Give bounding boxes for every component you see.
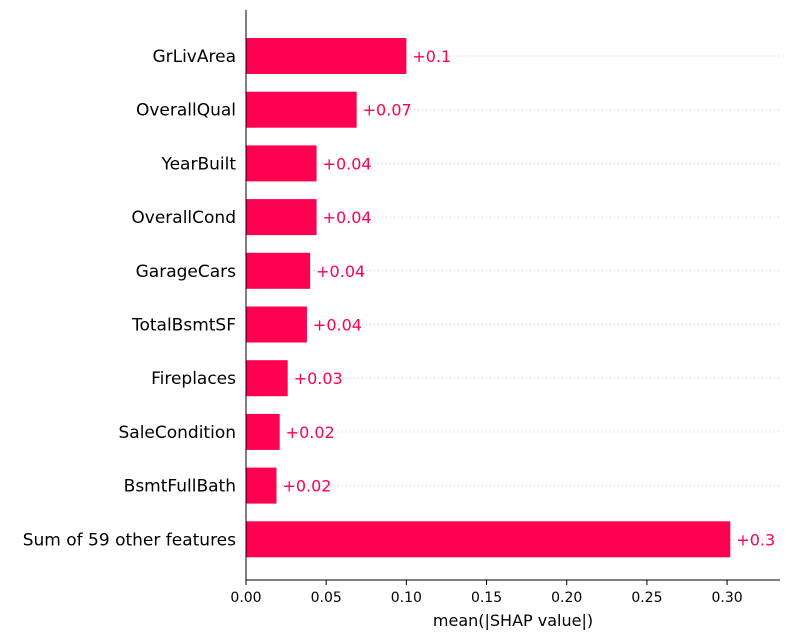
category-label: SaleCondition <box>118 423 236 443</box>
bar-value-label: +0.07 <box>363 101 412 120</box>
bars <box>246 38 731 558</box>
bar-value-label: +0.04 <box>323 208 372 227</box>
x-axis-title: mean(|SHAP value|) <box>433 611 593 630</box>
category-label: BsmtFullBath <box>124 477 236 497</box>
category-labels: GrLivArea OverallQual YearBuilt OverallCond… <box>23 47 237 550</box>
bar <box>246 199 317 236</box>
axes: 0.00 0.05 0.10 0.15 0.20 0.25 0.30 <box>230 10 780 606</box>
bar-value-label: +0.02 <box>282 477 331 496</box>
bar <box>246 467 277 504</box>
category-label: TotalBsmtSF <box>131 316 236 336</box>
bar <box>246 306 307 343</box>
category-label: OverallCond <box>131 208 236 228</box>
bar <box>246 252 311 289</box>
x-tick-label: 0.05 <box>311 590 342 606</box>
category-label: OverallQual <box>136 101 236 121</box>
x-tick-label: 0.00 <box>230 590 261 606</box>
value-labels: +0.1 +0.07 +0.04 +0.04 +0.04 +0.04 +0.03 +0.02 +… <box>282 47 775 549</box>
category-label: Fireplaces <box>151 369 236 389</box>
bar <box>246 360 288 397</box>
bar-value-label: +0.3 <box>736 530 775 549</box>
category-label: YearBuilt <box>160 154 236 174</box>
bar-value-label: +0.1 <box>412 47 451 66</box>
x-tick-label: 0.30 <box>711 590 742 606</box>
category-label: Sum of 59 other features <box>23 530 236 550</box>
category-label: GarageCars <box>136 262 237 282</box>
x-tick-label: 0.10 <box>391 590 422 606</box>
bar <box>246 413 280 450</box>
bar <box>246 521 731 558</box>
x-tick-label: 0.25 <box>631 590 662 606</box>
bar-value-label: +0.04 <box>316 262 365 281</box>
bar-value-label: +0.02 <box>286 423 335 442</box>
bar <box>246 91 357 128</box>
bar <box>246 38 407 74</box>
bar-value-label: +0.04 <box>323 154 372 173</box>
gridlines <box>246 55 780 540</box>
bar <box>246 145 317 182</box>
x-tick-label: 0.20 <box>551 590 582 606</box>
x-tick-label: 0.15 <box>471 590 502 606</box>
bar-value-label: +0.04 <box>313 316 362 335</box>
bar-value-label: +0.03 <box>294 369 343 388</box>
category-label: GrLivArea <box>152 47 236 67</box>
